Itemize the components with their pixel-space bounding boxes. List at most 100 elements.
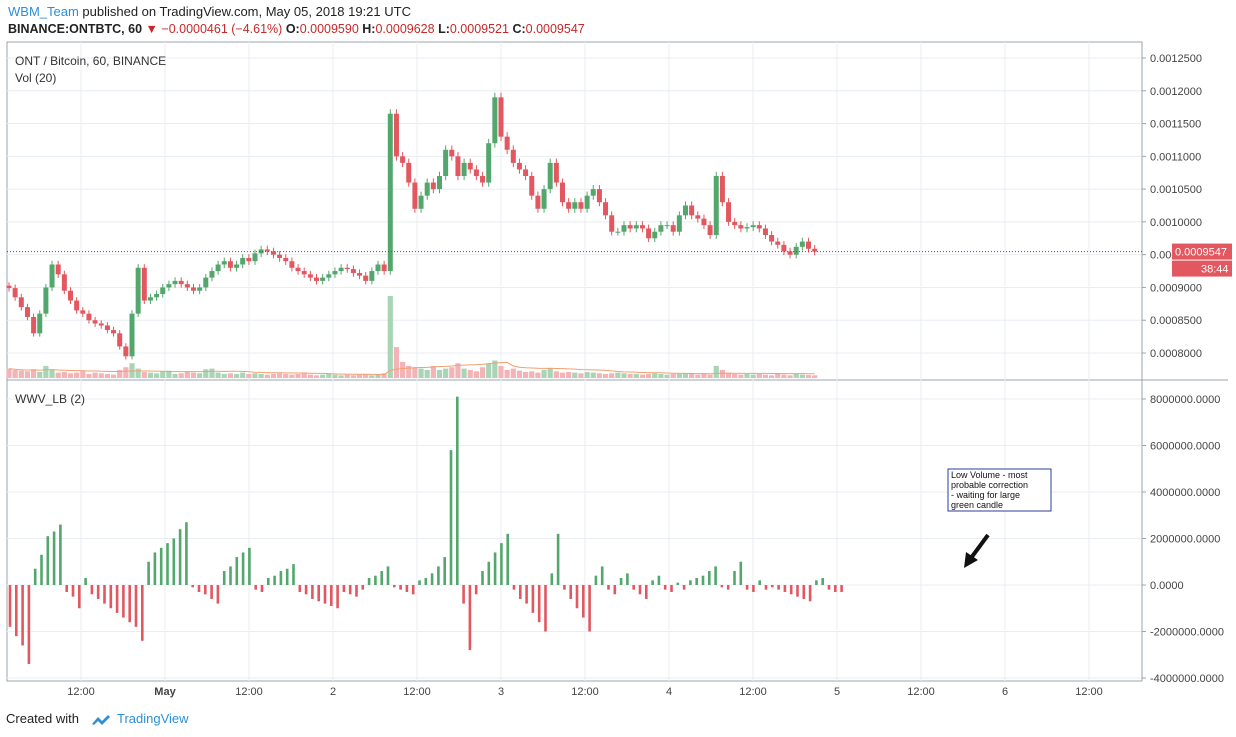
candle-body xyxy=(326,274,332,278)
pane2-title: WWV_LB (2) xyxy=(15,392,85,406)
wwv-bar xyxy=(46,536,50,585)
author-link[interactable]: WBM_Team xyxy=(8,4,79,19)
indicator-tick-label: -4000000.0000 xyxy=(1150,673,1224,685)
candle-body xyxy=(756,225,762,229)
candle-body xyxy=(123,346,129,357)
wwv-bar xyxy=(21,585,24,646)
tradingview-link[interactable]: TradingView xyxy=(116,711,189,726)
candle-body xyxy=(111,330,117,334)
candle-body xyxy=(147,297,153,301)
candle-body xyxy=(234,264,240,268)
volume-bar xyxy=(147,372,154,378)
wwv-bar xyxy=(556,533,560,585)
wwv-bar xyxy=(626,573,629,585)
volume-bar xyxy=(529,371,535,378)
candle-body xyxy=(424,182,430,196)
wwv-bar xyxy=(248,547,251,585)
volume-bar xyxy=(455,363,461,378)
wwv-bar xyxy=(563,585,566,590)
wwv-bar xyxy=(59,524,62,585)
candle-body xyxy=(215,264,221,272)
volume-bar xyxy=(246,373,252,378)
wwv-bar xyxy=(714,566,717,585)
volume-bar xyxy=(732,373,738,378)
volume-bar xyxy=(510,368,516,378)
candle-body xyxy=(430,182,436,190)
candle-body xyxy=(695,215,701,219)
volume-bar xyxy=(627,373,633,378)
candle-body xyxy=(12,288,18,298)
wwv-bar xyxy=(204,585,207,595)
volume-bar xyxy=(160,371,166,378)
wwv-bar xyxy=(159,547,163,585)
wwv-bar xyxy=(689,580,692,585)
wwv-bar xyxy=(367,578,371,585)
wwv-bar xyxy=(726,585,730,590)
volume-bar xyxy=(43,365,49,378)
volume-bar xyxy=(178,373,184,378)
candle-body xyxy=(301,271,307,275)
wwv-bar xyxy=(197,585,201,592)
wwv-bar xyxy=(462,585,465,604)
wwv-bar xyxy=(840,585,843,592)
volume-ma-line xyxy=(8,361,815,375)
wwv-bar xyxy=(676,582,680,585)
volume-bar xyxy=(252,373,258,378)
wwv-bar xyxy=(745,585,749,590)
candle-body xyxy=(387,113,393,272)
wwv-bar xyxy=(645,585,648,599)
wwv-bar xyxy=(273,575,276,585)
wwv-bar xyxy=(802,585,806,599)
candle-body xyxy=(615,231,621,233)
volume-bar xyxy=(750,374,756,378)
volume-bar xyxy=(92,372,98,378)
wwv-bar xyxy=(594,575,598,585)
wwv-bar xyxy=(229,566,232,585)
price-tick-label: 0.0011500 xyxy=(1150,119,1201,131)
volume-bar xyxy=(37,371,43,378)
candle-body xyxy=(732,221,738,226)
volume-bar xyxy=(652,373,658,378)
wwv-bar xyxy=(582,585,585,618)
x-tick-label: 12:00 xyxy=(235,686,263,698)
candle-body xyxy=(191,287,196,291)
volume-bar xyxy=(516,370,523,378)
close-value: 0.0009547 xyxy=(525,22,585,36)
volume-bar xyxy=(283,373,289,378)
volume-bar xyxy=(350,375,356,378)
volume-bar xyxy=(424,369,430,378)
published-text: published on TradingView.com, May 05, 20… xyxy=(78,4,411,19)
volume-bar xyxy=(375,374,381,378)
annotation-arrow-shaft xyxy=(969,533,990,560)
price-tick-label: 0.0008000 xyxy=(1150,348,1202,360)
x-tick-label: 3 xyxy=(498,686,504,698)
wwv-bar xyxy=(90,585,94,595)
wwv-bar xyxy=(380,571,383,585)
candle-body xyxy=(197,287,203,291)
wwv-bar xyxy=(172,538,176,585)
volume-bar xyxy=(197,373,203,378)
candle-body xyxy=(74,300,80,311)
volume-bar xyxy=(227,373,233,378)
candle-body xyxy=(455,156,461,176)
candle-body xyxy=(344,267,350,270)
volume-bar xyxy=(670,373,676,378)
wwv-bar xyxy=(531,585,535,613)
price-tick-label: 0.0010000 xyxy=(1150,217,1202,229)
volume-bar xyxy=(584,371,590,378)
wwv-bar xyxy=(834,585,837,592)
wwv-bar xyxy=(443,557,446,585)
wwv-bar xyxy=(399,585,402,590)
volume-bar xyxy=(535,372,541,378)
wwv-bar xyxy=(663,585,667,590)
wwv-bar xyxy=(279,571,283,585)
price-tick-label: 0.0010500 xyxy=(1150,184,1202,196)
volume-bar xyxy=(621,373,627,378)
candle-body xyxy=(578,202,584,209)
wwv-bar xyxy=(506,533,509,585)
wwv-bar xyxy=(292,564,295,585)
candle-body xyxy=(393,113,399,157)
wwv-bar xyxy=(752,585,755,592)
candle-body xyxy=(719,176,725,203)
